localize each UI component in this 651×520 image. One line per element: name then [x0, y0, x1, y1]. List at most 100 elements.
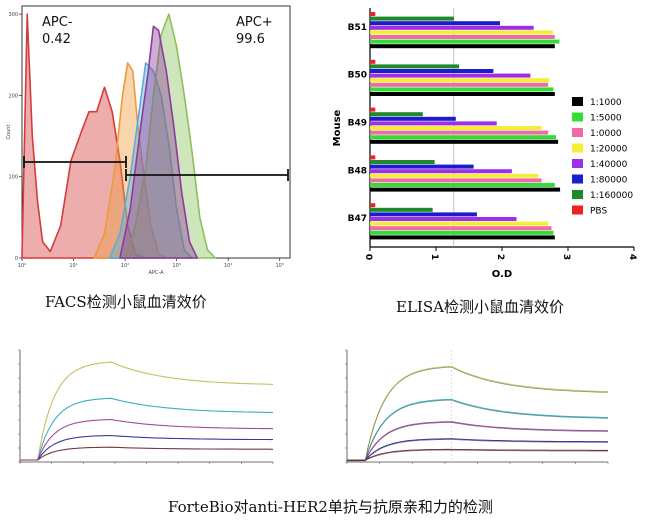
- elisa-bar: [370, 135, 557, 140]
- elisa-legend-label: PBS: [590, 207, 607, 217]
- facs-x-tick-label: 10⁵: [276, 263, 284, 269]
- facs-histogram-series: [119, 25, 199, 259]
- fortebio-right-fit-curve: [347, 449, 608, 462]
- facs-y-tick-label: 200: [8, 93, 18, 99]
- elisa-x-tick-label: 0: [363, 254, 373, 260]
- elisa-bar: [370, 187, 561, 192]
- elisa-bar: [370, 25, 534, 30]
- elisa-bar: [370, 73, 531, 78]
- facs-y-tick-label: 100: [8, 175, 18, 181]
- elisa-legend-label: 1:40000: [590, 160, 628, 170]
- fortebio-right-fit-curve: [347, 366, 609, 462]
- fortebio-right-fit-curve: [347, 439, 609, 462]
- elisa-bar: [370, 164, 474, 169]
- elisa-bar: [370, 92, 555, 96]
- fortebio-right-curve: [347, 365, 609, 461]
- elisa-bar: [370, 82, 549, 87]
- elisa-bar: [370, 160, 435, 164]
- elisa-caption: ELISA检测小鼠血清效价: [396, 298, 564, 316]
- elisa-bar: [370, 39, 560, 44]
- facs-caption: FACS检测小鼠血清效价: [45, 293, 207, 311]
- elisa-y-axis-label: Mouse: [332, 109, 343, 146]
- facs-x-tick-label: 10⁴: [224, 263, 232, 269]
- facs-y-axis-label: Count: [6, 125, 12, 140]
- fortebio-left-curve: [20, 361, 274, 461]
- elisa-category-label: B49: [348, 119, 367, 129]
- elisa-bar: [370, 221, 549, 226]
- elisa-bar: [370, 207, 433, 212]
- fortebio-right-curve: [347, 421, 609, 461]
- elisa-legend-swatch: [572, 112, 583, 122]
- facs-gate-value: 99.6: [236, 32, 265, 47]
- facs-y-tick-label: 300: [8, 12, 18, 18]
- fortebio-right-fit-curve: [347, 399, 609, 462]
- elisa-bar: [370, 78, 550, 83]
- elisa-category-label: B47: [348, 214, 367, 224]
- elisa-bar: [370, 35, 555, 39]
- elisa-bar: [370, 107, 376, 112]
- elisa-bar: [370, 69, 494, 73]
- elisa-bar: [370, 16, 454, 21]
- elisa-bar: [370, 235, 555, 240]
- fortebio-right-fit-curve: [347, 422, 609, 462]
- elisa-bar: [370, 121, 497, 126]
- elisa-bar: [370, 203, 376, 208]
- elisa-category-label: B50: [348, 71, 367, 81]
- elisa-bar: [370, 64, 460, 69]
- facs-y-tick-label: 0: [15, 256, 18, 262]
- facs-histogram-series: [21, 13, 147, 259]
- elisa-bar: [370, 155, 376, 160]
- elisa-category-label: B48: [348, 166, 367, 176]
- elisa-bar: [370, 30, 553, 35]
- facs-x-axis-label: APC-A: [148, 270, 164, 276]
- elisa-bar: [370, 44, 555, 49]
- elisa-category-label: B51: [348, 23, 367, 33]
- elisa-legend-label: 1:20000: [590, 145, 628, 155]
- elisa-bar: [370, 217, 517, 221]
- elisa-x-tick-label: 1: [429, 254, 439, 260]
- elisa-bar: [370, 87, 554, 92]
- elisa-legend-swatch: [572, 190, 583, 199]
- elisa-bar: [370, 169, 512, 174]
- elisa-legend-swatch: [572, 128, 583, 137]
- elisa-legend-swatch: [572, 174, 583, 184]
- facs-x-tick-label: 10³: [172, 263, 180, 269]
- elisa-bar: [370, 173, 539, 178]
- elisa-x-tick-label: 2: [495, 254, 505, 260]
- elisa-bar: [370, 21, 501, 26]
- elisa-bar: [370, 226, 552, 231]
- fortebio-left-curve: [20, 446, 274, 461]
- elisa-x-tick-label: 4: [627, 254, 637, 260]
- facs-x-tick-label: 10¹: [69, 263, 77, 269]
- elisa-legend-label: 1:80000: [590, 176, 628, 186]
- fortebio-left-curve: [20, 419, 274, 461]
- elisa-legend-swatch: [572, 97, 583, 106]
- elisa-bar: [370, 212, 477, 217]
- facs-histogram-series: [124, 13, 217, 259]
- fortebio-left-curve: [20, 434, 274, 461]
- elisa-legend-swatch: [572, 143, 583, 153]
- elisa-bar: [370, 183, 555, 187]
- elisa-bar: [370, 230, 554, 235]
- elisa-legend-label: 1:0000: [590, 129, 622, 139]
- elisa-bar: [370, 59, 376, 64]
- elisa-legend-label: 1:5000: [590, 114, 622, 124]
- elisa-bar: [370, 112, 423, 117]
- elisa-bar: [370, 126, 542, 130]
- fortebio-right-curve: [347, 398, 609, 461]
- facs-x-tick-label: 10⁰: [18, 263, 26, 269]
- facs-x-tick-label: 10²: [121, 263, 129, 269]
- elisa-legend-swatch: [572, 159, 583, 168]
- elisa-bar: [370, 12, 376, 16]
- facs-gate-label: APC-: [42, 15, 73, 30]
- elisa-bar: [370, 178, 542, 183]
- fortebio-right-curve: [347, 448, 608, 461]
- elisa-legend-label: 1:160000: [590, 191, 633, 201]
- elisa-bar: [370, 116, 456, 121]
- elisa-bar: [370, 130, 549, 135]
- elisa-bar: [370, 139, 559, 144]
